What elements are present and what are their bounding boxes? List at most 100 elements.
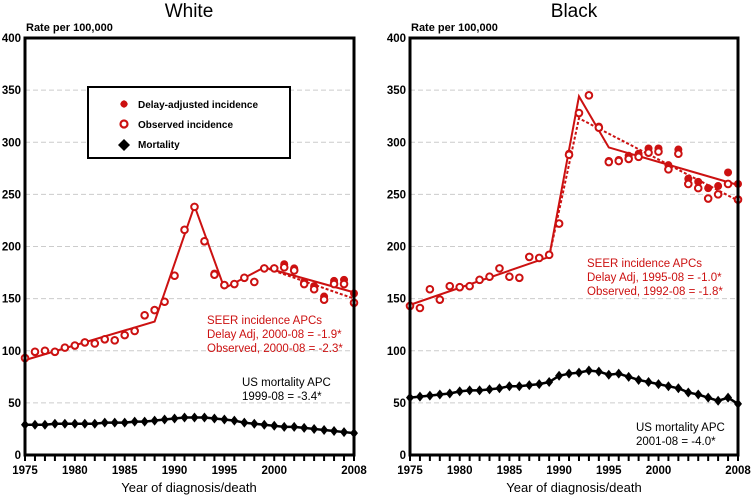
observed-incidence-point — [515, 273, 524, 283]
observed-incidence-point — [554, 219, 564, 228]
observed-incidence-point — [339, 279, 349, 289]
x-tick-label: 1980 — [62, 465, 88, 477]
mortality-point — [40, 419, 49, 430]
observed-incidence-point — [425, 284, 435, 294]
x-tick-label: 1975 — [397, 465, 423, 477]
annotation-line: US mortality APC — [242, 377, 331, 389]
observed-incidence-point — [614, 156, 624, 166]
annotation-line: SEER incidence APCs — [207, 315, 322, 327]
x-tick-label: 1990 — [162, 465, 188, 477]
x-tick-label: 2000 — [261, 465, 287, 477]
legend-label: Mortality — [138, 140, 180, 151]
delay-adjusted-incidence-point — [724, 168, 733, 177]
legend-label: Delay-adjusted incidence — [138, 100, 258, 111]
mortality-point — [240, 417, 249, 428]
mortality-point — [435, 389, 444, 400]
observed-incidence-point — [693, 183, 703, 193]
y-tick-label: 350 — [2, 85, 21, 97]
observed-incidence-point — [309, 284, 319, 294]
observed-incidence-point — [50, 347, 60, 357]
observed-incidence-point — [564, 150, 574, 160]
mortality-point — [614, 368, 623, 379]
observed-incidence-point — [574, 108, 584, 118]
y-tick-label: 0 — [400, 450, 406, 462]
delay-adjusted-incidence-point — [694, 177, 703, 186]
mortality-point — [330, 426, 339, 437]
annotation-line: 1999-08 = -3.4* — [242, 391, 322, 403]
observed-incidence-point — [269, 264, 279, 273]
observed-incidence-point — [465, 281, 474, 291]
mortality-point — [110, 417, 119, 428]
mortality-point — [60, 418, 69, 429]
y-tick-label: 250 — [2, 189, 21, 201]
observed-incidence-point — [604, 157, 614, 167]
mortality-point — [584, 365, 593, 376]
observed-incidence-point — [170, 271, 179, 280]
observed-incidence-point — [210, 270, 219, 279]
x-tick-label: 1990 — [546, 465, 572, 477]
observed-incidence-point — [319, 295, 329, 304]
x-tick-label: 2008 — [725, 465, 751, 477]
mortality-point — [694, 389, 703, 400]
mortality-point — [180, 412, 189, 423]
observed-incidence-point — [329, 279, 339, 289]
mortality-point — [100, 417, 109, 428]
x-axis-label-white: Year of diagnosis/death — [121, 480, 256, 495]
observed-incidence-point — [584, 91, 594, 100]
observed-incidence-point — [80, 338, 90, 347]
observed-incidence-point — [60, 343, 70, 352]
annotation-line: SEER incidence APCs — [587, 258, 702, 270]
mortality-point — [415, 391, 424, 402]
observed-incidence-point — [495, 264, 504, 273]
x-tick-label: 1985 — [497, 465, 523, 477]
delay-adjusted-incidence-point — [714, 182, 723, 191]
observed-incidence-point — [100, 334, 110, 344]
x-ticks-white: 1975 1980 1985 1990 1995 2000 2008 — [12, 455, 367, 477]
observed-incidence-point — [190, 202, 199, 212]
observed-incidence-point — [200, 236, 209, 246]
mortality-point — [260, 419, 269, 430]
mortality-point — [80, 418, 89, 429]
mortality-point — [644, 377, 653, 388]
observed-incidence-point — [250, 277, 259, 287]
annotation-incidence-white: SEER incidence APCs Delay Adj, 2000-08 =… — [207, 315, 343, 355]
x-tick-label: 1995 — [596, 465, 622, 477]
observed-incidence-point — [534, 253, 544, 263]
mortality-point — [724, 392, 733, 403]
annotation-line: Delay Adj, 2000-08 = -1.9* — [207, 329, 342, 341]
x-tick-label: 1975 — [12, 465, 38, 477]
observed-incidence-point — [544, 250, 554, 260]
observed-incidence-point — [90, 339, 100, 348]
plot-frame-black — [408, 36, 740, 457]
mortality-point — [300, 422, 309, 433]
observed-incidence-point — [40, 346, 50, 356]
observed-incidence-point — [140, 311, 149, 320]
mortality-point — [200, 412, 209, 423]
mortality-point — [555, 370, 564, 381]
y-tick-label: 50 — [393, 398, 406, 410]
mortality-point — [465, 385, 474, 396]
mortality-point — [485, 384, 494, 395]
y-tick-label: 250 — [387, 189, 406, 201]
mortality-point — [340, 427, 349, 438]
plot-frame-white — [23, 36, 356, 457]
observed-incidence-point — [110, 336, 120, 345]
observed-incidence-point — [259, 264, 269, 273]
mortality-point — [425, 390, 434, 401]
mortality-point — [495, 383, 504, 394]
chart-title-white: White — [165, 1, 214, 22]
observed-incidence-point — [70, 341, 80, 350]
mortality-point — [545, 377, 554, 388]
observed-incidence-point — [435, 295, 445, 304]
mortality-point — [674, 383, 683, 394]
observed-incidence-point — [299, 279, 309, 289]
mortality-point — [594, 366, 603, 377]
annotation-line: Observed, 2000-08 = -2.3* — [207, 343, 343, 355]
mortality-point — [220, 414, 229, 425]
delay-adjusted-incidence-point — [704, 184, 713, 193]
observed-incidence-point — [684, 179, 693, 189]
x-tick-label: 2008 — [341, 465, 367, 477]
mortality-point — [604, 369, 613, 380]
observed-incidence-point — [279, 263, 289, 272]
